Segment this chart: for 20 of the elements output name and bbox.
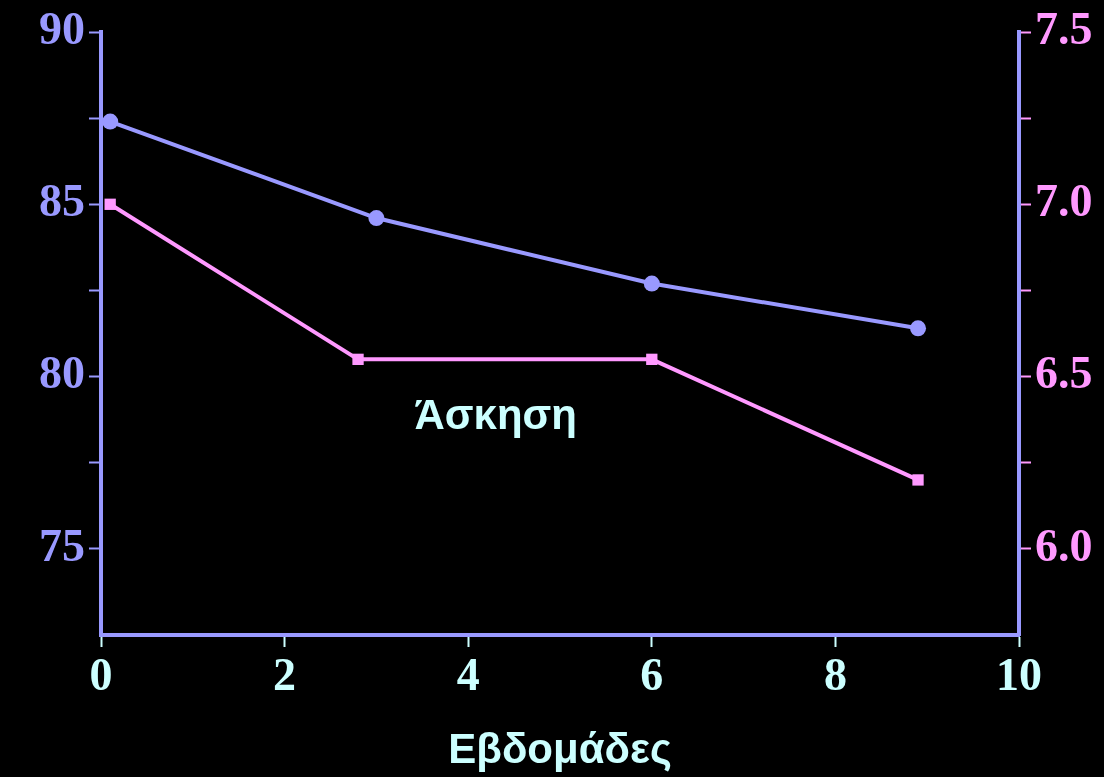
point bbox=[646, 353, 658, 365]
x-tick-label: 8 bbox=[823, 649, 847, 701]
y2-tick-label: 7.5 bbox=[1035, 2, 1093, 54]
x-tick-label: 4 bbox=[456, 649, 480, 701]
point bbox=[104, 198, 116, 210]
y2-tick-label: 7.0 bbox=[1035, 175, 1093, 227]
y-tick-label: 80 bbox=[39, 347, 85, 399]
x-tick-label: 6 bbox=[640, 649, 664, 701]
y-tick-label: 75 bbox=[39, 519, 85, 571]
annotation: Άσκηση bbox=[414, 391, 578, 439]
y-tick-label: 85 bbox=[39, 175, 85, 227]
x-tick-label: 10 bbox=[996, 649, 1042, 701]
y2-tick-label: 6.0 bbox=[1035, 519, 1093, 571]
x-tick-label: 2 bbox=[273, 649, 297, 701]
y2-tick-label: 6.5 bbox=[1035, 347, 1093, 399]
x-tick-label: 0 bbox=[89, 649, 113, 701]
point bbox=[912, 474, 924, 486]
y-tick-label: 90 bbox=[39, 2, 85, 54]
x-axis-title: Εβδομάδες bbox=[448, 725, 672, 773]
point bbox=[352, 353, 364, 365]
